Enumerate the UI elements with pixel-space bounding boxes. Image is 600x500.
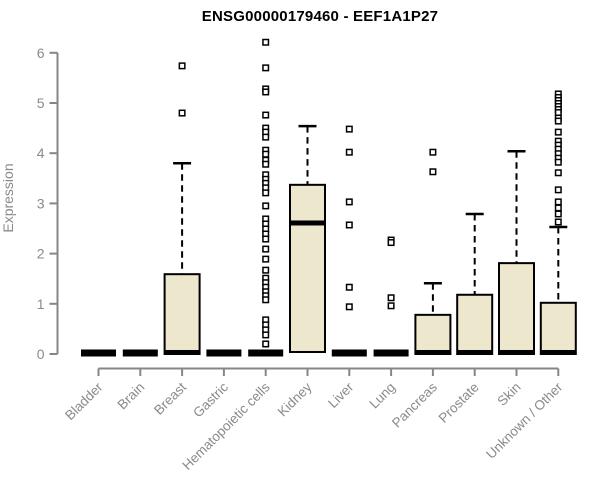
box-group-hematopoietic-cells (248, 38, 284, 357)
outlier-point (554, 158, 562, 166)
box-group-lung (373, 236, 409, 357)
x-tick-label: Liver (325, 379, 357, 411)
outlier-point (387, 294, 395, 302)
box (163, 273, 201, 356)
y-tick-label: 2 (37, 246, 45, 262)
outlier-point (262, 202, 270, 210)
outlier-point (387, 302, 395, 310)
outlier-point (345, 303, 353, 311)
y-tick-label: 3 (37, 195, 45, 211)
outlier-point (554, 218, 562, 226)
collapsed-box (331, 349, 367, 357)
median-line (457, 349, 493, 355)
outlier-point (387, 239, 395, 247)
outlier-point (554, 128, 562, 136)
box-group-liver (331, 125, 367, 357)
x-tick-label: Unknown / Other (483, 379, 566, 462)
outlier-point (554, 109, 562, 117)
x-tick-label: Kidney (275, 379, 315, 419)
box-group-kidney (289, 124, 326, 353)
outlier-point (554, 186, 562, 194)
outlier-point (262, 88, 270, 96)
outlier-point (554, 210, 562, 218)
outlier-point (554, 198, 562, 206)
y-tick-label: 5 (37, 95, 45, 111)
box (498, 262, 535, 355)
outlier-point (262, 111, 270, 119)
box (414, 313, 452, 355)
outlier-point (345, 148, 353, 156)
outlier-point (345, 125, 353, 133)
box-group-breast (163, 62, 201, 356)
median-line (415, 349, 451, 355)
collapsed-box (248, 349, 284, 357)
chart-title: ENSG00000179460 - EEF1A1P27 (201, 8, 439, 25)
x-tick-label: Gastric (190, 379, 231, 420)
outlier-point (262, 245, 270, 253)
outlier-point (262, 296, 270, 304)
outlier-point (262, 340, 270, 348)
x-tick-label: Pancreas (389, 379, 440, 430)
box-group-unknown-other (539, 90, 577, 355)
box-group-skin (498, 149, 535, 355)
outlier-point (554, 117, 562, 125)
box (289, 183, 326, 353)
x-tick-label: Brain (115, 380, 148, 413)
box-group-brain (122, 349, 158, 357)
median-line (499, 349, 534, 355)
outlier-point (262, 266, 270, 274)
y-tick-label: 0 (37, 346, 45, 362)
median-line (164, 349, 200, 355)
outlier-point (178, 109, 186, 117)
box-group-pancreas (414, 148, 452, 355)
outlier-point (262, 255, 270, 263)
x-tick-label: Breast (151, 379, 189, 417)
x-tick-label: Skin (494, 380, 523, 409)
box-group-bladder (81, 349, 116, 357)
collapsed-box (122, 349, 158, 357)
median-line (540, 349, 576, 355)
box-group-prostate (456, 212, 494, 356)
outlier-point (429, 148, 437, 156)
median-line (290, 220, 325, 226)
y-tick-label: 1 (37, 296, 45, 312)
outlier-point (178, 62, 186, 70)
collapsed-box (373, 349, 409, 357)
x-tick-label: Prostate (436, 380, 482, 426)
outlier-point (262, 160, 270, 168)
outlier-point (262, 235, 270, 243)
outlier-point (262, 64, 270, 72)
outlier-point (345, 198, 353, 206)
outlier-point (429, 168, 437, 176)
outlier-point (262, 133, 270, 141)
x-tick-label: Bladder (62, 379, 106, 423)
y-tick-label: 4 (37, 145, 45, 161)
outlier-point (554, 169, 562, 177)
box (539, 301, 577, 355)
box-group-gastric (206, 349, 242, 357)
outlier-point (554, 204, 562, 212)
outlier-point (345, 283, 353, 291)
outlier-point (262, 189, 270, 197)
y-tick-label: 6 (37, 45, 45, 61)
collapsed-box (206, 349, 242, 357)
box (456, 293, 494, 356)
x-tick-label: Lung (366, 380, 398, 412)
outlier-point (262, 150, 270, 158)
outlier-point (345, 221, 353, 229)
outlier-point (262, 331, 270, 339)
outlier-point (262, 38, 270, 46)
collapsed-box (81, 349, 116, 357)
